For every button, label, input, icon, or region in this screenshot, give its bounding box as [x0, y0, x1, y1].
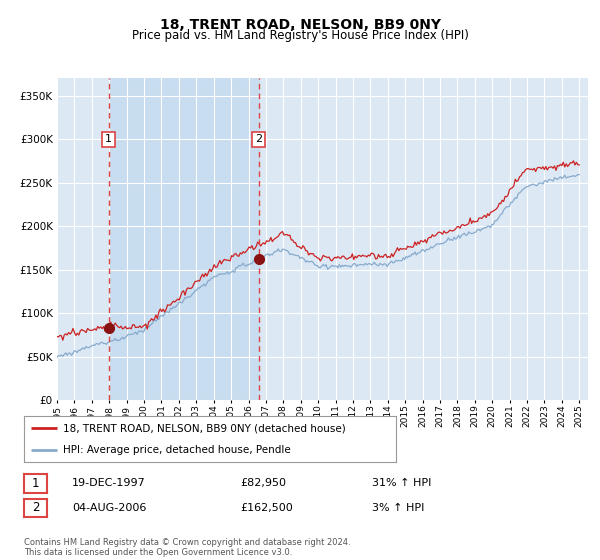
- Text: 2: 2: [255, 134, 262, 144]
- Text: £162,500: £162,500: [240, 503, 293, 513]
- Text: 18, TRENT ROAD, NELSON, BB9 0NY (detached house): 18, TRENT ROAD, NELSON, BB9 0NY (detache…: [63, 423, 346, 433]
- Text: £82,950: £82,950: [240, 478, 286, 488]
- Text: 2: 2: [32, 501, 39, 515]
- Text: HPI: Average price, detached house, Pendle: HPI: Average price, detached house, Pend…: [63, 445, 291, 455]
- Bar: [109, 78, 259, 400]
- Text: 19-DEC-1997: 19-DEC-1997: [72, 478, 146, 488]
- Text: Contains HM Land Registry data © Crown copyright and database right 2024.
This d: Contains HM Land Registry data © Crown c…: [24, 538, 350, 557]
- Text: 1: 1: [105, 134, 112, 144]
- Text: 1: 1: [32, 477, 39, 490]
- Text: 18, TRENT ROAD, NELSON, BB9 0NY: 18, TRENT ROAD, NELSON, BB9 0NY: [160, 18, 440, 32]
- Text: 3% ↑ HPI: 3% ↑ HPI: [372, 503, 424, 513]
- Text: 31% ↑ HPI: 31% ↑ HPI: [372, 478, 431, 488]
- Text: 04-AUG-2006: 04-AUG-2006: [72, 503, 146, 513]
- Text: Price paid vs. HM Land Registry's House Price Index (HPI): Price paid vs. HM Land Registry's House …: [131, 29, 469, 42]
